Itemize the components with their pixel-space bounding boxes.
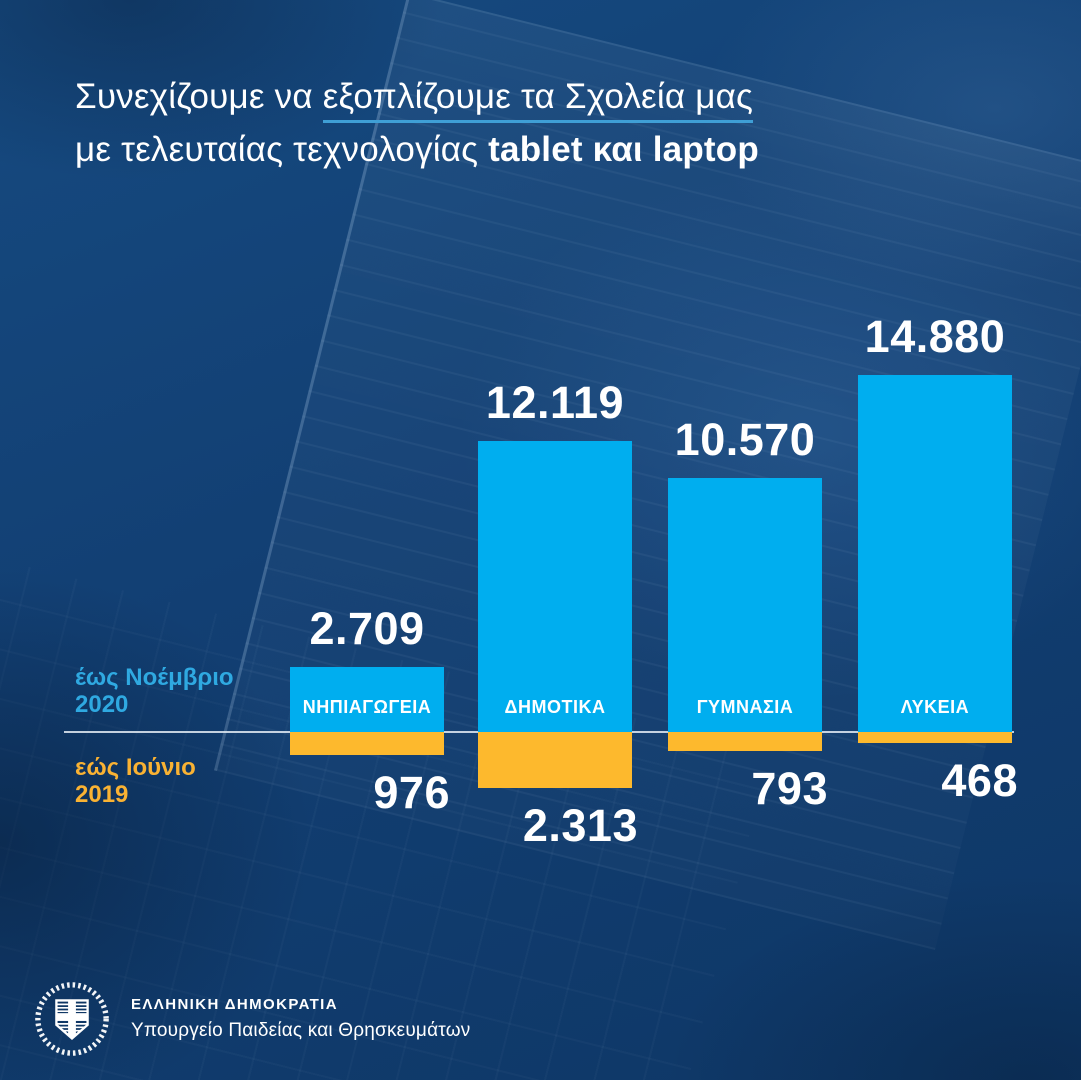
legend-2020-year: 2020 xyxy=(75,691,129,718)
category-label: ΝΗΠΙΑΓΩΓΕΙΑ xyxy=(302,697,432,717)
footer-ministry: Υπουργείο Παιδείας και Θρησκευμάτων xyxy=(131,1020,471,1041)
legend-2020-label: έως Νοέμβριο xyxy=(75,664,234,691)
footer-text: ΕΛΛΗΝΙΚΗ ΔΗΜΟΚΡΑΤΙΑ Υπουργείο Παιδείας κ… xyxy=(131,996,470,1042)
page-title: Συνεχίζουμε να εξοπλίζουμε τα Σχολεία μα… xyxy=(75,70,975,176)
footer-org: ΕΛΛΗΝΙΚΗ ΔΗΜΟΚΡΑΤΙΑ xyxy=(131,996,338,1013)
title-line1-normal: Συνεχίζουμε να xyxy=(75,77,323,116)
bar-2020: ΓΥΜΝΑΣΙΑ xyxy=(668,478,822,732)
bar-2019 xyxy=(478,732,632,788)
legend-2019: εώς Ιούνιο 2019 xyxy=(75,754,196,808)
value-2019: 2.313 xyxy=(522,800,638,851)
value-2019: 793 xyxy=(751,763,828,814)
bar-2020: ΔΗΜΟΤΙΚΑ xyxy=(478,441,632,732)
bar-2019 xyxy=(290,732,444,755)
value-2020: 14.880 xyxy=(864,311,1006,362)
value-2020: 12.119 xyxy=(485,377,625,428)
value-2019: 468 xyxy=(941,755,1018,806)
title-line2-bold: tablet και laptop xyxy=(488,130,759,169)
legend-2020: έως Νοέμβριο 2020 xyxy=(75,664,234,718)
category-label: ΔΗΜΟΤΙΚΑ xyxy=(504,697,606,717)
category-label: ΓΥΜΝΑΣΙΑ xyxy=(696,697,794,717)
bar-2019 xyxy=(858,732,1012,743)
legend-2019-year: 2019 xyxy=(75,781,129,808)
category-label: ΛΥΚΕΙΑ xyxy=(900,697,970,717)
value-2020: 10.570 xyxy=(674,414,816,465)
bar-2020: ΝΗΠΙΑΓΩΓΕΙΑ xyxy=(290,667,444,732)
title-line2-normal: με τελευταίας τεχνολογίας xyxy=(75,130,489,169)
legend-2019-label: εώς Ιούνιο xyxy=(75,754,196,781)
title-line1-underlined: εξοπλίζουμε τα Σχολεία μας xyxy=(322,77,754,123)
value-2019: 976 xyxy=(373,767,450,818)
footer: ΕΛΛΗΝΙΚΗ ΔΗΜΟΚΡΑΤΙΑ Υπουργείο Παιδείας κ… xyxy=(33,980,470,1058)
bar-2019 xyxy=(668,732,822,751)
value-2020: 2.709 xyxy=(309,603,425,654)
bar-2020: ΛΥΚΕΙΑ xyxy=(858,375,1012,732)
hellenic-republic-emblem-icon xyxy=(35,982,109,1056)
